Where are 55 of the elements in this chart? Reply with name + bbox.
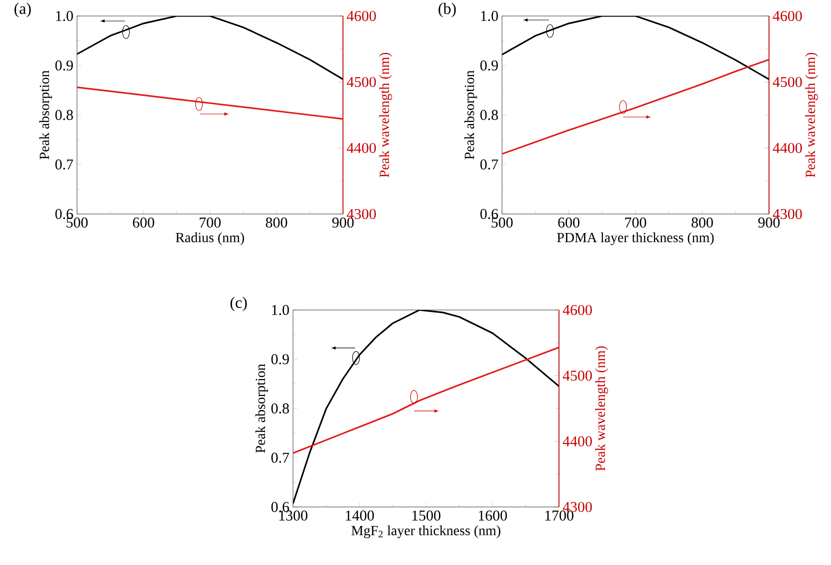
y-tick-label: 1.0: [272, 304, 289, 316]
y-tick-label: 0.9: [55, 60, 73, 71]
y2-tick-label: 4300: [772, 208, 802, 220]
x-tick-label: 900: [332, 218, 354, 228]
x-tick-label: 1600: [478, 510, 507, 521]
x-axis-title: Radius (nm): [176, 232, 244, 246]
y2-tick-label: 4300: [562, 502, 592, 512]
y2-tick-label: 4600: [772, 10, 802, 22]
y2-tick-label: 4500: [562, 370, 592, 381]
y2-tick-label: 4400: [562, 436, 592, 446]
y-axis-title: Peak absorption: [39, 70, 52, 160]
chart-title: (b): [438, 2, 456, 18]
x-tick-label: 1500: [412, 510, 440, 521]
x-tick-label: 700: [625, 218, 646, 228]
x-tick-label: 900: [758, 218, 780, 228]
y-tick-label: 0.7: [480, 159, 498, 170]
x-axis-title: PDMA layer thickness (nm): [557, 232, 714, 246]
x-tick-label: 600: [132, 218, 154, 228]
x-tick-label: 1400: [346, 510, 374, 521]
y-tick-label: 0.6: [271, 502, 290, 512]
y-tick-label: 0.6: [480, 208, 498, 220]
y2-tick-label: 4500: [346, 76, 376, 88]
y2-tick-label: 4600: [562, 304, 592, 316]
y2-tick-label: 4400: [346, 142, 376, 154]
y2-tick-label: 4400: [772, 142, 802, 154]
y-tick-label: 1.0: [56, 10, 73, 22]
x-tick-label: 500: [66, 218, 88, 228]
y-axis-title: Peak absorption: [464, 70, 477, 160]
y-tick-label: 0.8: [55, 110, 73, 120]
y-tick-label: 0.6: [55, 208, 74, 220]
x-tick-label: 1700: [545, 510, 574, 521]
y2-tick-label: 4600: [346, 10, 376, 22]
x-tick-label: 800: [692, 218, 713, 228]
x-tick-label: 600: [558, 218, 580, 228]
y2-axis-title: Peak wavelength (nm): [379, 52, 392, 178]
y-tick-label: 0.7: [271, 452, 290, 463]
y2-axis-title: Peak wavelength (nm): [805, 52, 818, 178]
x-tick-label: 700: [200, 218, 221, 228]
y-tick-label: 0.8: [271, 403, 289, 414]
y2-axis-title: Peak wavelength (nm): [595, 346, 608, 471]
y2-tick-label: 4300: [346, 208, 376, 220]
line-series: [293, 310, 560, 504]
y-tick-label: 0.8: [480, 110, 498, 120]
x-tick-label: 500: [492, 218, 513, 228]
y-tick-label: 0.9: [271, 354, 289, 364]
y-tick-label: 1.0: [481, 10, 498, 22]
y-tick-label: 0.9: [480, 60, 498, 71]
x-tick-label: 800: [266, 218, 288, 228]
y-tick-label: 0.7: [55, 159, 74, 170]
x-axis-title: MgF$_{2}$ layer thickness (nm): [351, 525, 500, 538]
x-tick-label: 1300: [279, 510, 308, 521]
chart-title: (c): [230, 296, 247, 312]
y-axis-title: Peak absorption: [255, 364, 268, 453]
y2-tick-label: 4500: [772, 76, 802, 88]
chart-title: (a): [14, 2, 31, 18]
